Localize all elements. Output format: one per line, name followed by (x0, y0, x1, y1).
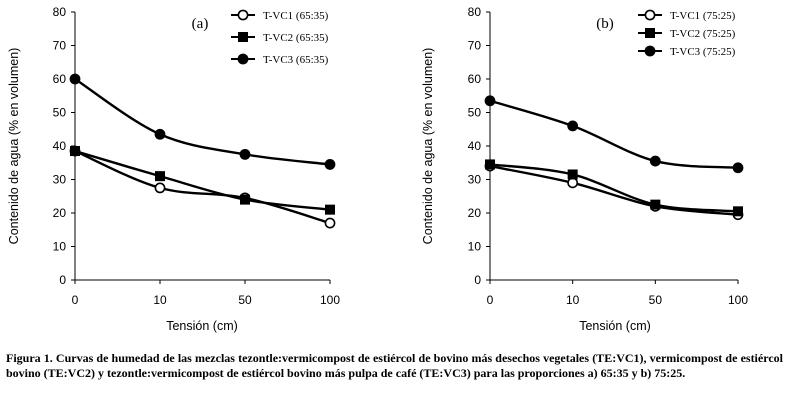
figure-caption: Figura 1. Curvas de humedad de las mezcl… (6, 351, 783, 380)
data-point (239, 148, 251, 160)
y-tick-label: 10 (53, 240, 67, 254)
y-tick-label: 20 (53, 206, 67, 220)
legend-label: T-VC2 (65:35) (263, 32, 329, 44)
data-point (733, 206, 743, 217)
x-tick-label: 100 (320, 293, 340, 307)
y-tick-label: 60 (53, 72, 67, 86)
series-line (489, 164, 739, 216)
y-tick-label: 40 (468, 139, 482, 153)
y-tick-label: 50 (468, 106, 482, 120)
y-tick-label: 20 (468, 206, 482, 220)
legend-marker (237, 53, 249, 65)
data-point (567, 120, 579, 132)
y-axis-title: Contenido de agua (% en volumen) (7, 48, 21, 245)
data-point (650, 199, 661, 210)
series-line (74, 149, 331, 225)
x-tick-label: 50 (649, 293, 663, 307)
x-axis-title: Tensión (cm) (579, 319, 651, 333)
data-point (324, 217, 336, 229)
data-point (567, 177, 579, 189)
y-tick-label: 10 (468, 240, 482, 254)
chart-panel-a: 0 10 20 30 40 50 60 70 80 0 10 50 100 Tensión (cm) Con… (7, 5, 340, 333)
legend-marker (644, 9, 656, 21)
y-tick-label: 30 (468, 173, 482, 187)
legend-label: T-VC2 (75:25) (670, 28, 736, 40)
series-line (489, 163, 739, 213)
series-line (74, 149, 331, 211)
chart-panel-b: 0 10 20 30 40 50 60 70 80 0 10 50 100 Tensión (cm) Con… (421, 5, 748, 333)
legend-marker (645, 28, 655, 38)
data-point (325, 204, 335, 215)
panel-label: (b) (596, 16, 614, 32)
x-tick-label: 10 (153, 293, 167, 307)
data-point (154, 128, 166, 140)
x-tick-label: 10 (566, 293, 580, 307)
x-tick-label: 0 (487, 293, 494, 307)
y-axis-title: Contenido de agua (% en volumen) (421, 48, 435, 245)
y-tick-label: 0 (474, 273, 481, 287)
data-point (484, 95, 496, 107)
data-point (485, 159, 495, 170)
x-tick-label: 100 (728, 293, 748, 307)
data-point (567, 169, 578, 180)
y-tick-label: 70 (53, 39, 67, 53)
data-point (324, 159, 336, 170)
x-tick-label: 50 (238, 293, 252, 307)
series-line (489, 99, 739, 169)
legend-label: T-VC1 (75:25) (670, 10, 736, 22)
y-tick-label: 80 (53, 5, 67, 19)
x-tick-label: 0 (72, 293, 79, 307)
data-point (69, 73, 81, 85)
legend-marker (644, 45, 656, 57)
data-point (155, 171, 165, 182)
y-tick-label: 30 (53, 173, 67, 187)
x-axis-title: Tensión (cm) (166, 319, 238, 333)
y-tick-label: 40 (53, 139, 67, 153)
data-point (732, 162, 744, 174)
legend-label: T-VC3 (65:35) (263, 54, 329, 66)
y-tick-label: 70 (468, 39, 482, 53)
series-line (74, 77, 331, 166)
y-tick-label: 80 (468, 5, 482, 19)
legend-marker (238, 32, 248, 42)
data-point (240, 194, 250, 205)
data-point (154, 182, 166, 194)
data-point (649, 155, 661, 167)
y-tick-label: 60 (468, 72, 482, 86)
panel-label: (a) (192, 16, 209, 32)
legend-marker (237, 9, 249, 21)
legend-label: T-VC1 (65:35) (263, 10, 329, 22)
legend-label: T-VC3 (75:25) (670, 46, 736, 58)
data-point (70, 146, 80, 157)
y-tick-label: 50 (53, 106, 67, 120)
y-tick-label: 0 (59, 273, 66, 287)
